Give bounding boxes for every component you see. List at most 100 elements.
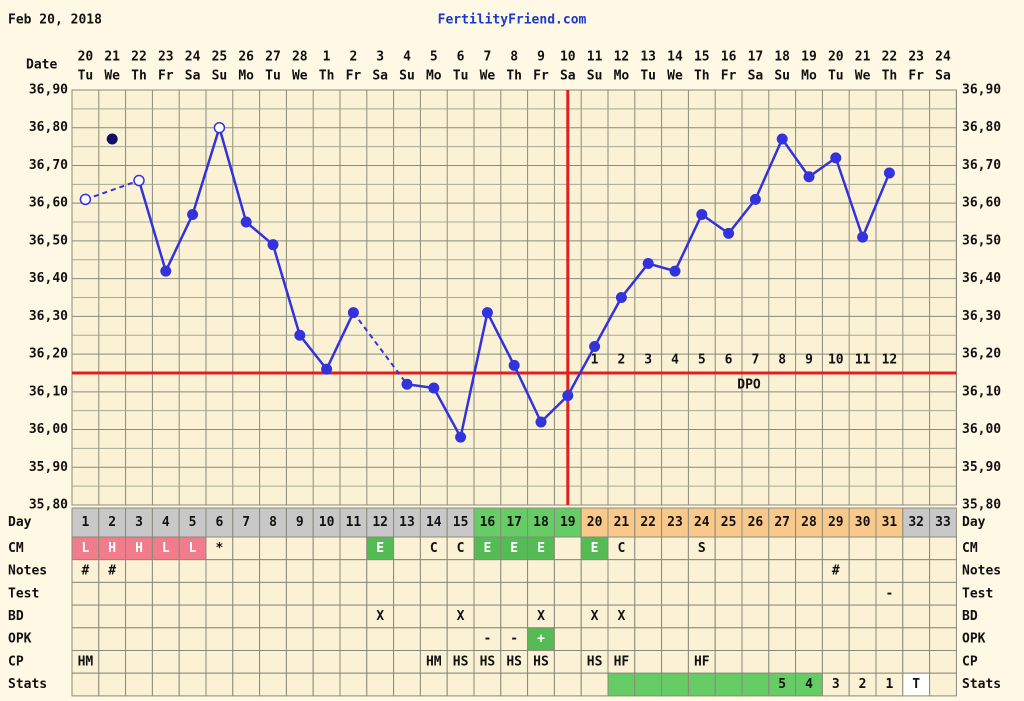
table-cell <box>178 627 207 651</box>
weekday-label: We <box>292 69 308 84</box>
table-cell <box>393 581 421 606</box>
row-label: Stats <box>8 677 47 692</box>
table-cell <box>661 672 689 697</box>
table-cell <box>741 581 770 606</box>
table-cell <box>393 627 421 651</box>
table-cell <box>821 604 850 629</box>
dpo-number: 12 <box>882 352 898 367</box>
dashed-bridge <box>85 179 140 201</box>
table-cell <box>339 672 368 697</box>
table-cell <box>339 627 368 651</box>
y-tick-label: 36,50 <box>29 233 68 248</box>
date-label: 10 <box>560 50 576 65</box>
row-label: CP <box>8 654 24 669</box>
cell-text: 13 <box>399 515 415 530</box>
table-cell <box>285 536 314 561</box>
table-cell <box>580 627 609 651</box>
table-cell <box>634 581 663 606</box>
y-tick-label-right: 36,70 <box>962 158 1001 173</box>
table-cell <box>714 604 743 629</box>
cell-text: HS <box>506 654 522 669</box>
cell-text: X <box>457 609 465 624</box>
cell-text: # <box>832 564 840 579</box>
cell-text: 1 <box>81 515 89 530</box>
table-cell <box>178 559 207 583</box>
table-cell <box>848 581 877 606</box>
point <box>776 133 788 145</box>
weekday-label: Fr <box>533 69 549 84</box>
table-cell <box>366 627 395 651</box>
date-label: 22 <box>882 50 898 65</box>
table-cell <box>687 581 716 606</box>
table-cell <box>446 559 475 583</box>
date-label: 14 <box>667 50 683 65</box>
table-cell <box>553 507 582 538</box>
table-cell <box>473 672 502 697</box>
table-cell <box>634 650 663 674</box>
table-cell <box>312 650 341 674</box>
table-cell <box>393 650 421 674</box>
table-cell <box>661 536 689 561</box>
point <box>347 307 359 319</box>
date-label: 3 <box>376 50 384 65</box>
weekday-label: Fr <box>158 69 174 84</box>
weekday-label: We <box>667 69 683 84</box>
weekday-label: Th <box>882 69 898 84</box>
weekday-label: Th <box>506 69 522 84</box>
table-cell <box>741 536 770 561</box>
table-cell <box>848 627 877 651</box>
table-cell <box>768 627 797 651</box>
weekday-label: Tu <box>78 69 94 84</box>
table-cell <box>580 507 609 538</box>
cell-text: H <box>135 541 143 556</box>
point <box>669 265 681 277</box>
weekday-label: Su <box>774 69 790 84</box>
table-cell <box>875 604 904 629</box>
cell-text: X <box>537 609 545 624</box>
hollow-point <box>213 121 226 134</box>
table-cell <box>875 507 904 538</box>
table-cell <box>473 559 502 583</box>
point <box>160 265 172 277</box>
cell-text: X <box>376 609 384 624</box>
table-cell <box>473 604 502 629</box>
weekday-label: We <box>855 69 871 84</box>
table-cell <box>661 627 689 651</box>
table-cell <box>312 672 341 697</box>
cell-text: 20 <box>587 515 603 530</box>
table-cell <box>259 650 287 674</box>
table-cell <box>151 650 180 674</box>
excluded-point <box>106 133 118 145</box>
weekday-label: Mo <box>238 69 254 84</box>
cell-text: 3 <box>135 515 143 530</box>
weekday-label: Th <box>319 69 335 84</box>
weekday-label: Tu <box>828 69 844 84</box>
table-cell <box>553 604 582 629</box>
table-cell <box>768 604 797 629</box>
row-label-right: Test <box>962 586 993 601</box>
date-label: 16 <box>721 50 737 65</box>
point <box>321 363 333 375</box>
table-cell <box>232 627 261 651</box>
table-cell <box>259 627 287 651</box>
weekday-label: Mo <box>801 69 817 84</box>
table-cell <box>741 672 770 697</box>
table-cell <box>446 627 475 651</box>
table-cell <box>285 650 314 674</box>
cell-text: 17 <box>506 515 522 530</box>
cell-text: HF <box>614 654 630 669</box>
table-cell <box>795 559 823 583</box>
table-cell <box>687 672 716 697</box>
date-label: 23 <box>158 50 174 65</box>
date-label: 1 <box>323 50 331 65</box>
dashed-bridge <box>352 311 408 385</box>
table-cell <box>687 559 716 583</box>
point <box>642 258 654 270</box>
table-cell <box>312 581 341 606</box>
table-cell <box>553 650 582 674</box>
point <box>535 416 547 428</box>
table-cell <box>929 672 957 697</box>
cell-text: HS <box>480 654 496 669</box>
date-label: 20 <box>828 50 844 65</box>
cell-text: C <box>617 541 625 556</box>
